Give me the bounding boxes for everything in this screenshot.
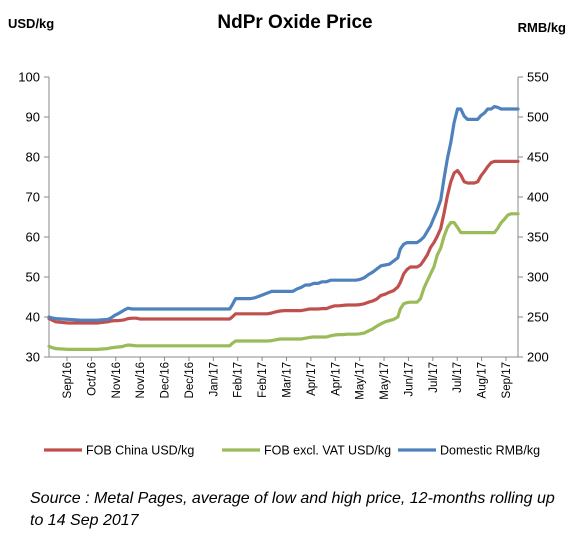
y-left-tick-label: 50: [26, 270, 40, 285]
y-right-tick-label: 400: [527, 190, 549, 205]
x-tick-label: Oct/16: [86, 362, 98, 396]
y-left-unit-label: USD/kg: [8, 16, 54, 31]
chart-title: NdPr Oxide Price: [217, 12, 372, 33]
y-right-tick-label: 450: [527, 150, 549, 165]
y-right-unit-label: RMB/kg: [518, 20, 566, 35]
x-tick-label: Dec/16: [160, 362, 172, 398]
legend-label-3: Domestic RMB/kg: [440, 444, 540, 458]
x-tick-label: Feb/17: [233, 362, 245, 398]
y-left-tick-label: 30: [26, 350, 40, 365]
y-right-tick-label: 550: [527, 70, 549, 85]
x-tick-label: Sep/16: [62, 362, 74, 398]
x-tick-label: May/17: [355, 362, 367, 400]
y-left-tick-label: 90: [26, 110, 40, 125]
x-tick-label: Jul/17: [452, 362, 464, 393]
y-left-tick-label: 60: [26, 230, 40, 245]
legend-label-2: FOB excl. VAT USD/kg: [264, 444, 391, 458]
y-right-tick-label: 300: [527, 270, 549, 285]
y-right-tick-label: 500: [527, 110, 549, 125]
x-tick-label: Apr/17: [330, 362, 342, 396]
y-right-tick-label: 250: [527, 310, 549, 325]
x-tick-label: Nov/16: [135, 362, 147, 398]
series-line-1: [47, 159, 520, 325]
source-note: Source : Metal Pages, average of low and…: [30, 490, 555, 529]
axes: 30 40 50 60 70 80 90 100 200 250 300 350 400 450 500 55…: [18, 70, 548, 365]
x-tick-label: Feb/17: [257, 362, 269, 398]
legend-label-1: FOB China USD/kg: [86, 444, 194, 458]
x-tick-label: Dec/16: [184, 362, 196, 398]
x-tick-label: Aug/17: [477, 362, 489, 398]
x-tick-label: Jan/17: [208, 362, 220, 397]
x-tick-label: Nov/16: [111, 362, 123, 398]
x-tick-label: Jul/17: [428, 362, 440, 393]
y-right-tick-label: 200: [527, 350, 549, 365]
y-right-tick-label: 350: [527, 230, 549, 245]
y-left-tick-label: 70: [26, 190, 40, 205]
x-tick-labels: Sep/16 Oct/16 Nov/16 Nov/16 Dec/16 Dec/16 Jan/…: [62, 357, 513, 400]
legend: FOB China USD/kg FOB excl. VAT USD/kg Dome…: [44, 444, 540, 458]
y-left-tick-label: 80: [26, 150, 40, 165]
x-tick-label: Sep/17: [501, 362, 513, 398]
plot-area: [47, 104, 520, 351]
x-tick-label: Apr/17: [306, 362, 318, 396]
y-left-tick-label: 100: [18, 70, 40, 85]
x-tick-label: May/17: [379, 362, 391, 400]
y-left-tick-label: 40: [26, 310, 40, 325]
series-line-2: [47, 212, 520, 351]
series-line-3: [47, 104, 520, 322]
x-tick-label: Mar/17: [282, 362, 294, 398]
x-tick-label: Jun/17: [403, 362, 415, 397]
